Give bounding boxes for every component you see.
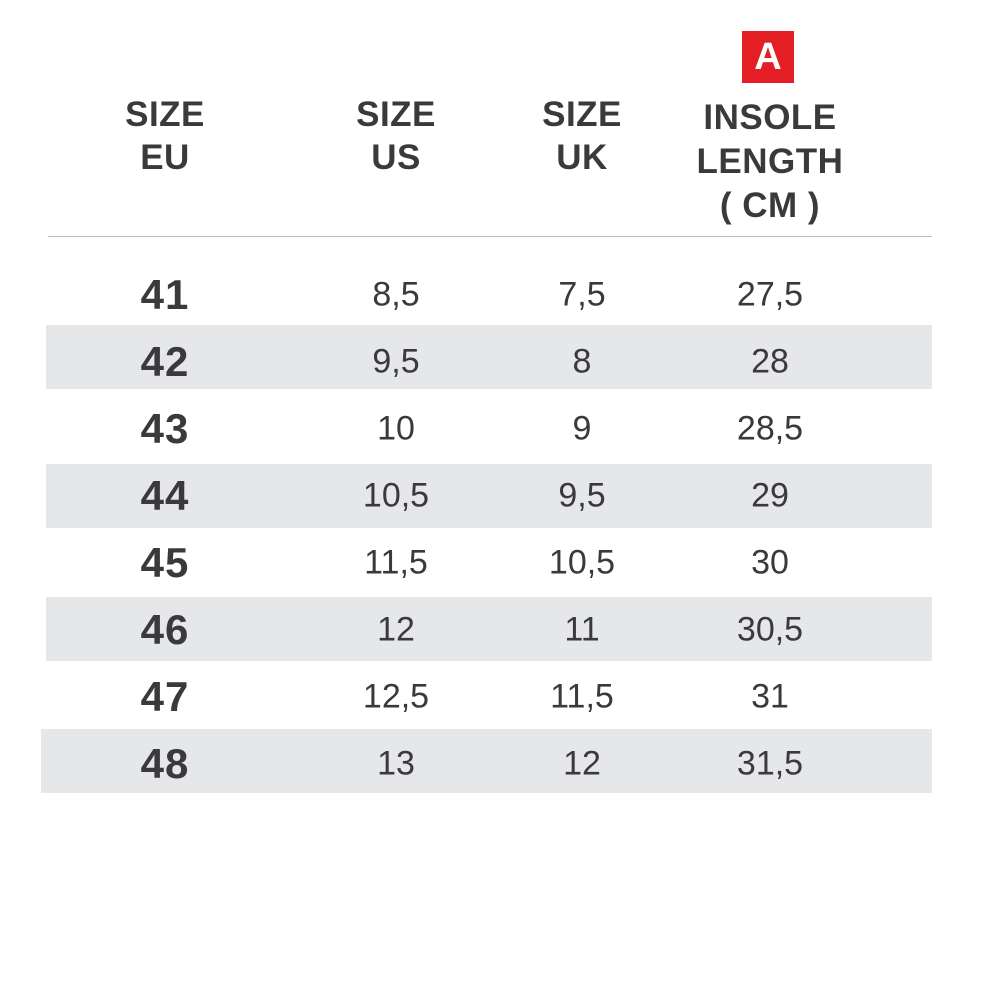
size-value: 27,5	[736, 275, 804, 314]
size-eu: 46	[140, 606, 190, 653]
size-value: 13	[377, 744, 415, 783]
column-header: SIZE	[356, 95, 436, 134]
column-header: EU	[140, 138, 190, 177]
size-value: 10	[377, 409, 415, 448]
size-value: 9	[572, 409, 592, 448]
size-value: 12,5	[362, 677, 430, 716]
column-header: UK	[556, 138, 608, 177]
size-value: 7,5	[558, 275, 606, 314]
column-header: US	[371, 138, 421, 177]
size-value: 30	[751, 543, 789, 582]
row-band	[46, 597, 932, 661]
size-value: 31	[751, 677, 789, 716]
column-header: ( CM )	[719, 186, 821, 225]
column-header: SIZE	[542, 95, 622, 134]
badge: A	[742, 31, 794, 83]
size-eu: 41	[140, 271, 190, 318]
size-eu: 44	[140, 472, 190, 519]
size-eu: 43	[140, 405, 190, 452]
size-eu: 48	[140, 740, 190, 787]
size-value: 30,5	[736, 610, 804, 649]
row-band	[41, 729, 932, 793]
size-value: 8,5	[372, 275, 420, 314]
column-header: SIZE	[125, 95, 205, 134]
size-value: 9,5	[558, 476, 606, 515]
separator	[48, 236, 932, 237]
size-eu: 47	[140, 673, 190, 720]
size-value: 10,5	[548, 543, 616, 582]
size-value: 10,5	[362, 476, 430, 515]
size-value: 12	[377, 610, 415, 649]
size-value: 11,5	[364, 543, 428, 582]
size-eu: 45	[140, 539, 190, 586]
size-value: 31,5	[736, 744, 804, 783]
column-header: LENGTH	[696, 142, 844, 181]
size-value: 11,5	[550, 677, 614, 716]
size-value: 12	[563, 744, 601, 783]
column-header: INSOLE	[703, 98, 837, 137]
size-value: 29	[751, 476, 789, 515]
size-value: 11	[564, 610, 600, 649]
size-value: 9,5	[372, 342, 420, 381]
row-band	[46, 325, 932, 389]
size-eu: 42	[140, 338, 190, 385]
row-band	[46, 464, 932, 528]
size-value: 8	[572, 342, 592, 381]
size-value: 28,5	[736, 409, 804, 448]
size-value: 28	[751, 342, 789, 381]
